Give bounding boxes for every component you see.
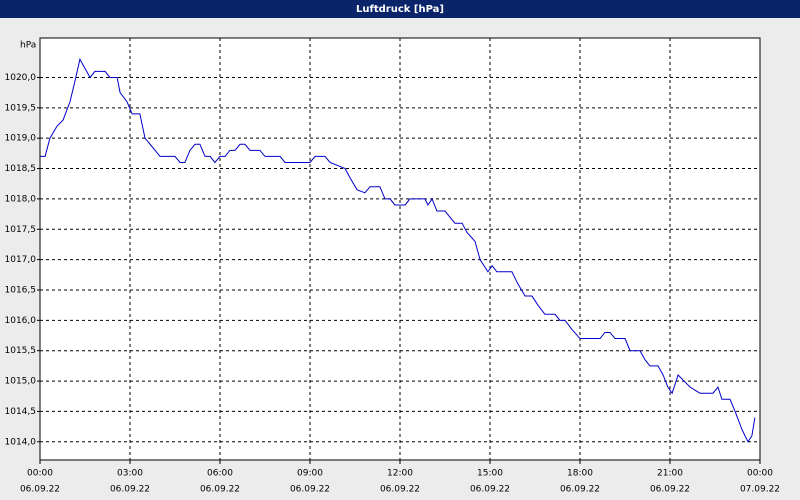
x-tick-label: 06:00 <box>207 469 233 479</box>
y-tick-label: 1018,5 <box>5 164 37 174</box>
y-tick-label: 1014,5 <box>5 407 37 417</box>
y-tick-label: 1015,0 <box>5 377 37 387</box>
plot-border <box>39 37 761 461</box>
y-axis-label: hPa <box>20 41 36 51</box>
x-tick-date: 06.09.22 <box>650 485 690 495</box>
x-tick-label: 09:00 <box>297 469 323 479</box>
x-tick-date: 06.09.22 <box>290 485 330 495</box>
x-tick-label: 12:00 <box>387 469 413 479</box>
x-tick-label: 21:00 <box>657 469 683 479</box>
x-tick-date: 06.09.22 <box>200 485 240 495</box>
x-tick-label: 00:00 <box>27 469 53 479</box>
title-bar <box>0 0 800 18</box>
x-tick-label: 03:00 <box>117 469 143 479</box>
x-tick-label: 18:00 <box>567 469 593 479</box>
x-tick-date: 07.09.22 <box>740 485 780 495</box>
x-tick-date: 06.09.22 <box>20 485 60 495</box>
x-tick-date: 06.09.22 <box>110 485 150 495</box>
x-tick-date: 06.09.22 <box>380 485 420 495</box>
y-tick-label: 1019,5 <box>5 103 37 113</box>
y-tick-label: 1019,0 <box>5 134 37 144</box>
x-tick-label: 15:00 <box>477 469 503 479</box>
y-tick-label: 1017,0 <box>5 255 37 265</box>
y-tick-label: 1014,0 <box>5 437 37 447</box>
x-tick-date: 06.09.22 <box>560 485 600 495</box>
y-tick-label: 1018,0 <box>5 194 37 204</box>
chart-title: Luftdruck [hPa] <box>356 4 444 15</box>
y-tick-label: 1016,5 <box>5 285 37 295</box>
y-tick-label: 1016,0 <box>5 316 37 326</box>
y-tick-label: 1017,5 <box>5 225 37 235</box>
y-tick-label: 1015,5 <box>5 346 37 356</box>
x-tick-date: 06.09.22 <box>470 485 510 495</box>
data-line <box>40 57 756 443</box>
y-tick-label: 1020,0 <box>5 73 37 83</box>
x-tick-label: 00:00 <box>747 469 773 479</box>
